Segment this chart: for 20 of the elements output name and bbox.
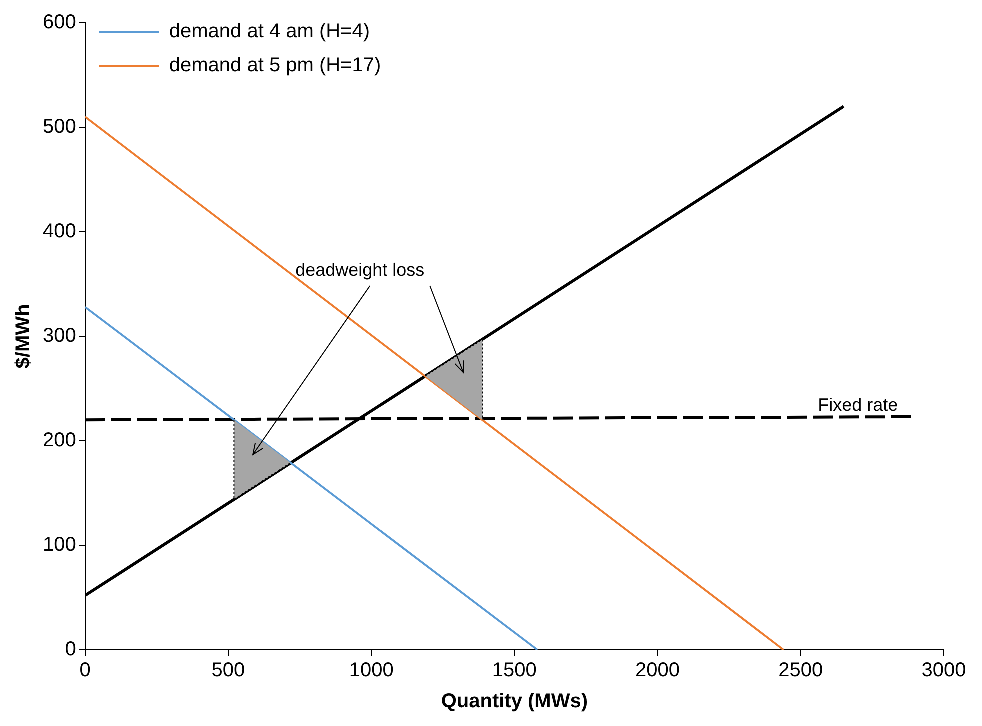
y-tick-label: 0 <box>65 638 76 661</box>
y-tick-label: 500 <box>42 116 76 138</box>
x-tick-label: 2000 <box>636 660 680 682</box>
y-axis-title: $/MWh <box>12 304 35 369</box>
x-tick-label: 0 <box>80 660 91 682</box>
x-tick-label: 1000 <box>349 660 394 682</box>
x-tick-label: 3000 <box>922 660 966 682</box>
legend-label: demand at 4 am (H=4) <box>169 20 370 43</box>
legend-label: demand at 5 pm (H=17) <box>169 54 382 77</box>
y-tick-label: 300 <box>42 325 76 348</box>
x-axis-title: Quantity (MWs) <box>441 690 588 713</box>
x-tick-label: 1500 <box>492 660 537 682</box>
y-tick-label: 600 <box>42 12 76 34</box>
annotation: Fixed rate <box>818 394 898 415</box>
y-tick-label: 200 <box>42 430 76 452</box>
y-tick-label: 100 <box>42 534 76 556</box>
x-tick-label: 500 <box>212 660 246 682</box>
x-tick-label: 2500 <box>778 660 824 682</box>
y-tick-label: 400 <box>42 220 76 243</box>
annotation: deadweight loss <box>296 260 425 280</box>
